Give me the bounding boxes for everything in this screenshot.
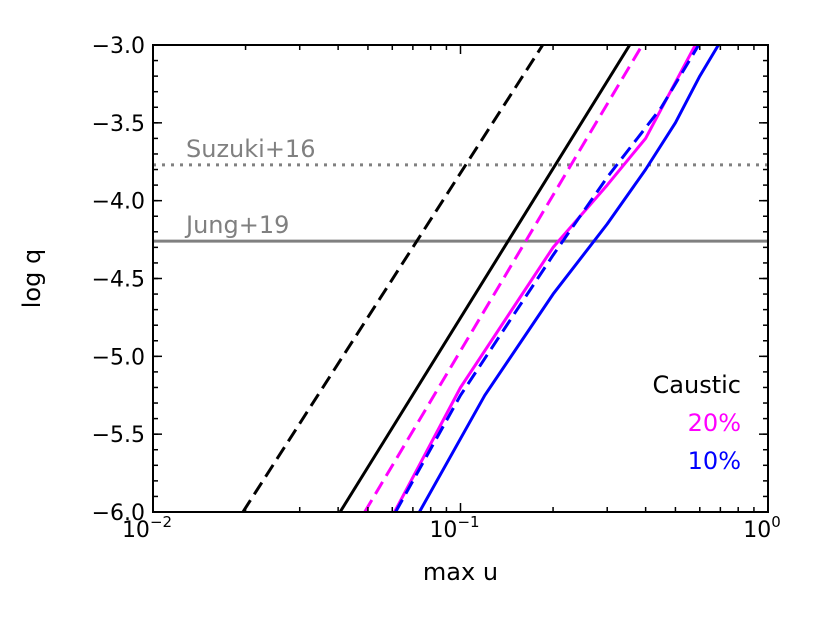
reference-lines: Suzuki+16 Jung+19 bbox=[153, 135, 768, 243]
x-tick-label: 10−2 bbox=[122, 513, 172, 543]
legend: Caustic 20% 10% bbox=[653, 371, 741, 475]
series-line-2 bbox=[363, 45, 644, 512]
series-lines bbox=[241, 45, 720, 512]
plot-frame bbox=[152, 44, 769, 513]
legend-entry: Caustic bbox=[653, 371, 741, 399]
y-tick-label: −5.5 bbox=[92, 423, 145, 448]
reference-line-label: Jung+19 bbox=[184, 211, 289, 239]
y-tick-label: −6.0 bbox=[92, 501, 145, 526]
x-axis-label: max u bbox=[423, 558, 498, 586]
y-tick-label: −4.0 bbox=[92, 190, 145, 215]
y-tick-label: −5.0 bbox=[92, 345, 145, 370]
series-line-3 bbox=[393, 45, 697, 512]
y-axis-label: log q bbox=[18, 249, 46, 308]
axis-ticks: −3.0 −3.5 −4.0 −4.5 −5.0 −5.5 −6.010−2 10−1 100 bbox=[92, 34, 781, 543]
series-line-4 bbox=[394, 45, 700, 512]
y-tick-label: −3.0 bbox=[92, 34, 145, 59]
y-tick-label: −4.5 bbox=[92, 268, 145, 293]
legend-entry: 10% bbox=[688, 447, 741, 475]
legend-entry: 20% bbox=[688, 409, 741, 437]
x-tick-label: 100 bbox=[743, 513, 781, 543]
series-line-1 bbox=[338, 45, 631, 512]
y-tick-label: −3.5 bbox=[92, 112, 145, 137]
reference-line-label: Suzuki+16 bbox=[186, 135, 315, 163]
series-line-0 bbox=[241, 45, 544, 512]
series-line-5 bbox=[418, 45, 720, 512]
x-tick-label: 10−1 bbox=[429, 513, 479, 543]
